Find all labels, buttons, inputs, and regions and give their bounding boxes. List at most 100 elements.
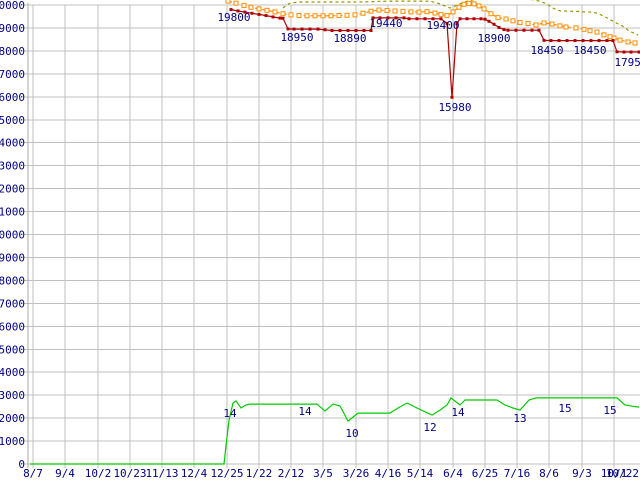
avg-price-line-marker xyxy=(296,13,302,19)
y-axis-label: 4000 xyxy=(0,366,25,379)
x-axis-label: 9/4 xyxy=(55,467,75,480)
avg-price-line-marker xyxy=(541,20,547,26)
avg-price-line-marker xyxy=(416,9,422,15)
avg-price-line-marker xyxy=(376,7,382,13)
y-axis-label: 2000 xyxy=(0,412,25,425)
value-label: 15 xyxy=(603,404,616,417)
min-price-line-marker xyxy=(565,39,569,43)
value-label: 15980 xyxy=(438,101,471,114)
min-price-line-marker xyxy=(394,16,398,20)
avg-price-line-marker xyxy=(384,8,390,14)
y-axis-label: 17000 xyxy=(0,68,25,81)
avg-price-line-marker xyxy=(601,32,607,38)
avg-price-line-marker xyxy=(248,4,254,10)
min-price-line-marker xyxy=(439,17,443,21)
y-axis-label: 5000 xyxy=(0,343,25,356)
min-price-line-marker xyxy=(472,17,476,21)
value-label: 19440 xyxy=(369,17,402,30)
offer-count-line-series xyxy=(30,396,640,465)
avg-price-line-marker xyxy=(488,11,494,17)
avg-price-line-marker xyxy=(632,40,638,46)
x-axis-label: 10/2 xyxy=(85,467,112,480)
value-label: 18450 xyxy=(530,44,563,57)
value-label: 19800 xyxy=(217,11,250,24)
avg-price-line-marker xyxy=(256,6,262,12)
x-axis-label: 10/1 xyxy=(601,467,628,480)
min-price-line-marker xyxy=(445,21,449,25)
value-label: 17950 xyxy=(614,56,640,69)
min-price-line-marker xyxy=(229,8,233,12)
value-label: 18450 xyxy=(573,44,606,57)
min-price-line-marker xyxy=(386,16,390,20)
min-price-line-marker xyxy=(502,28,506,32)
x-axis-label: 6/4 xyxy=(443,467,463,480)
avg-price-line-marker xyxy=(533,22,539,28)
avg-price-line-marker xyxy=(360,10,366,16)
x-axis-label: 10/23 xyxy=(113,467,146,480)
avg-price-line-marker xyxy=(432,10,438,16)
x-axis-label: 7/16 xyxy=(504,467,531,480)
avg-price-line-marker xyxy=(573,25,579,31)
y-axis-label: 1000 xyxy=(0,435,25,448)
value-label: 18890 xyxy=(333,32,366,45)
min-price-line-marker xyxy=(316,27,320,31)
avg-price-line-marker xyxy=(288,12,294,18)
min-price-line-marker xyxy=(487,19,491,23)
avg-price-line-marker xyxy=(424,9,430,15)
avg-price-line-marker xyxy=(594,29,600,35)
x-axis-label: 5/14 xyxy=(407,467,434,480)
y-axis-label: 14000 xyxy=(0,137,25,150)
avg-price-line-marker xyxy=(320,13,326,19)
x-axis-label: 3/5 xyxy=(313,467,333,480)
min-price-line-marker xyxy=(250,11,254,15)
min-price-line-marker xyxy=(479,17,483,21)
max-price-line-series xyxy=(282,0,639,36)
avg-price-line-marker xyxy=(225,0,231,4)
horizontal-gridlines xyxy=(24,4,640,465)
avg-price-line-marker xyxy=(549,21,555,27)
avg-price-line-marker xyxy=(312,13,318,19)
min-price-line-marker xyxy=(465,17,469,21)
x-axis-label: 9/3 xyxy=(572,467,592,480)
min-price-line-marker xyxy=(415,17,419,21)
min-price-line-marker xyxy=(378,16,382,20)
avg-price-line-marker xyxy=(344,12,350,18)
avg-price-line-marker xyxy=(471,1,477,7)
avg-price-line-marker xyxy=(444,13,450,19)
min-price-line-marker xyxy=(622,50,626,54)
x-axis-label: 6/25 xyxy=(472,467,499,480)
min-price-line-marker xyxy=(522,28,526,32)
y-axis-label: 8000 xyxy=(0,274,25,287)
value-label: 15 xyxy=(558,402,571,415)
min-price-line-marker xyxy=(407,17,411,21)
x-axis-label: 1/22 xyxy=(246,467,273,480)
value-label: 18900 xyxy=(477,32,510,45)
min-price-line-marker xyxy=(431,17,435,21)
avg-price-line-marker xyxy=(510,18,516,24)
min-price-line-marker xyxy=(629,50,633,54)
avg-price-line-marker xyxy=(476,3,482,9)
y-axis-label: 7000 xyxy=(0,297,25,310)
min-price-line-series xyxy=(229,8,640,99)
x-axis-label: 8/6 xyxy=(539,467,559,480)
x-axis-label: 8/7 xyxy=(23,467,43,480)
avg-price-line-marker xyxy=(438,11,444,17)
min-price-line-marker xyxy=(597,39,601,43)
min-price-line-marker xyxy=(605,39,609,43)
avg-price-line-marker xyxy=(503,16,509,22)
avg-price-line-marker xyxy=(466,0,472,6)
value-label: 18950 xyxy=(280,31,313,44)
value-label: 14 xyxy=(451,406,465,419)
min-price-line-marker xyxy=(278,16,282,20)
avg-price-line-marker xyxy=(241,2,247,8)
x-axis-label: 12/4 xyxy=(181,467,208,480)
avg-price-line-marker xyxy=(400,8,406,14)
value-label: 19400 xyxy=(426,19,459,32)
min-price-line-marker xyxy=(497,25,501,29)
avg-price-line-marker xyxy=(481,6,487,12)
x-axis-label: 3/26 xyxy=(343,467,370,480)
avg-price-line-marker xyxy=(525,21,531,27)
